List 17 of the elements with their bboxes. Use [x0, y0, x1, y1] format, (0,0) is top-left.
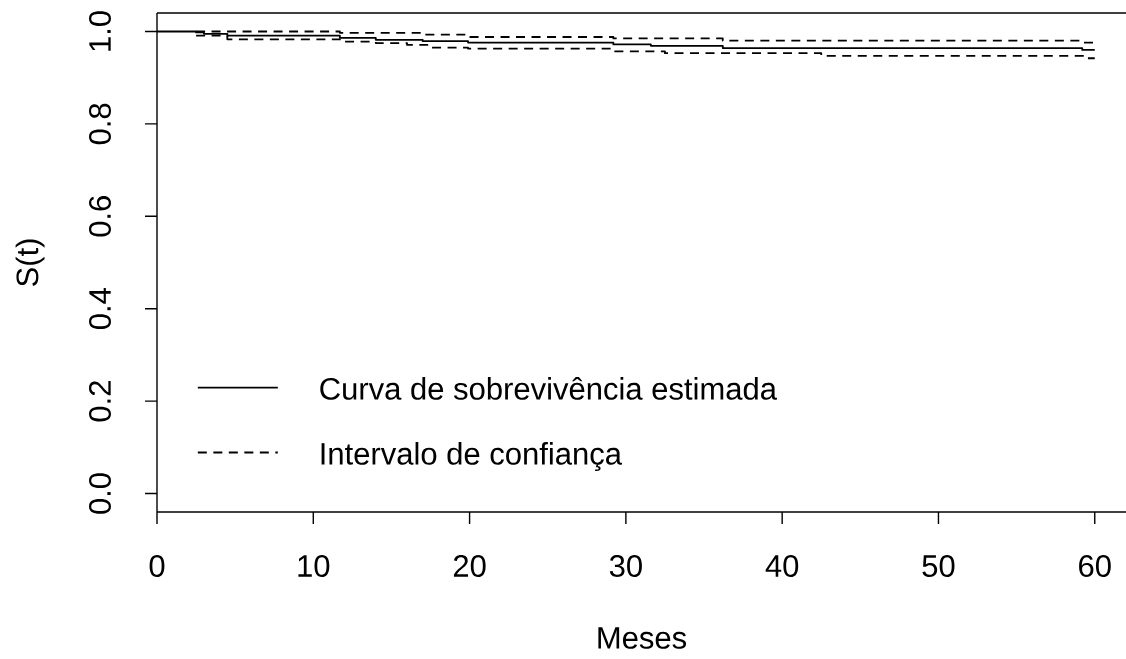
legend-label: Curva de sobrevivência estimada: [320, 376, 777, 400]
x-tick-label: 30: [609, 555, 642, 577]
x-tick-label: 50: [922, 555, 955, 577]
x-tick-label: 0: [149, 555, 165, 577]
y-tick-label: 0.8: [89, 103, 111, 145]
y-tick-label: 0.0: [89, 473, 111, 514]
x-tick-label: 60: [1079, 555, 1111, 577]
x-axis-title: Meses: [598, 627, 687, 649]
y-tick-label: 1.0: [89, 11, 111, 51]
y-axis-title: S(t): [15, 239, 45, 287]
y-tick-label: 0.4: [89, 288, 111, 330]
legend-label: Intervalo de confiança: [321, 442, 622, 472]
x-tick-label: 20: [453, 555, 486, 577]
x-tick-label: 40: [765, 555, 799, 577]
y-tick-label: 0.2: [89, 381, 111, 422]
x-tick-label: 10: [298, 555, 330, 577]
y-tick-label: 0.6: [89, 196, 111, 237]
